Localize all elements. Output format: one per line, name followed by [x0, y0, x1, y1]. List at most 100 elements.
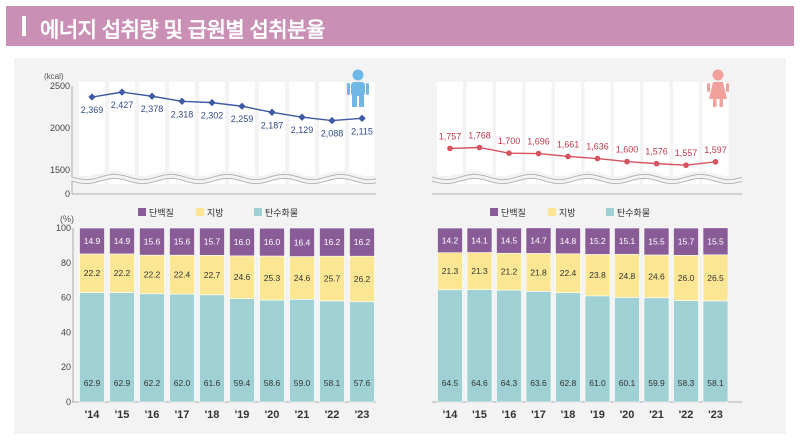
bar-value-label: 57.6 [354, 378, 371, 388]
icon-arm [347, 83, 350, 95]
stacked-bar-segment-carb [643, 297, 670, 403]
line-bg-column [259, 82, 285, 184]
stacked-bar-segment-carb [349, 301, 375, 403]
header: 에너지 섭취량 및 급원별 섭취분율 [6, 6, 794, 46]
line-y-unit-label: (kcal) [44, 72, 64, 81]
female-line-point [506, 150, 512, 156]
female-line-value-label: 1,576 [645, 147, 668, 157]
bar-value-label: 61.0 [589, 378, 606, 388]
header-accent-bar [22, 16, 26, 36]
bar-value-label: 15.6 [174, 237, 191, 247]
stacked-bar-segment-carb [109, 292, 135, 403]
bar-value-label: 15.5 [648, 236, 665, 246]
bar-value-label: 22.2 [144, 269, 161, 279]
bar-value-label: 15.1 [619, 236, 636, 246]
bar-value-label: 21.2 [501, 267, 518, 277]
bar-value-label: 62.8 [560, 378, 577, 388]
stacked-bar-segment-carb [319, 300, 345, 403]
line-bg-column [466, 82, 493, 184]
male-line-point [88, 93, 96, 101]
stacked-bar-segment-protein [79, 227, 105, 255]
bar-value-label: 14.8 [560, 236, 577, 246]
female-line-value-label: 1,700 [498, 136, 521, 146]
x-tick-label: '21 [649, 409, 664, 421]
line-bg-column [525, 82, 552, 184]
bar-y-tick-label: 100 [56, 223, 71, 233]
bar-value-label: 25.7 [324, 274, 341, 284]
bar-value-label: 16.0 [264, 237, 281, 247]
bar-y-tick-label: 80 [61, 258, 71, 268]
axis-break-wave [71, 173, 377, 181]
stacked-bar-segment-protein [584, 227, 611, 255]
female-line-point [565, 153, 571, 160]
x-tick-label: '17 [175, 409, 190, 421]
bar-value-label: 14.5 [501, 236, 518, 246]
line-y-tick-label: 1500 [50, 165, 70, 175]
x-tick-label: '19 [590, 409, 605, 421]
bar-value-label: 15.5 [707, 236, 724, 246]
x-tick-label: '16 [502, 409, 517, 421]
bar-value-label: 24.6 [294, 273, 311, 283]
stacked-bar-segment-protein [169, 227, 195, 256]
x-tick-label: '18 [561, 409, 576, 421]
bar-value-label: 59.0 [294, 378, 311, 388]
bar-value-label: 14.1 [471, 235, 488, 245]
stacked-bar-segment-fat [437, 252, 463, 291]
bar-y-unit-label: (%) [60, 214, 74, 224]
bar-value-label: 64.6 [471, 378, 488, 388]
bar-value-label: 58.1 [707, 378, 724, 388]
female-line-value-label: 1,597 [704, 145, 727, 155]
stacked-bar-segment-carb [139, 293, 165, 403]
stacked-bar-segment-carb [229, 298, 255, 403]
stacked-bar-segment-carb [437, 289, 463, 403]
bar-value-label: 14.9 [114, 236, 131, 246]
line-bg-column [496, 82, 522, 184]
line-bg-column [319, 82, 345, 184]
female-line-value-label: 1,768 [468, 130, 491, 140]
page-title: 에너지 섭취량 및 급원별 섭취분율 [40, 19, 325, 42]
axis-break-wave [71, 177, 377, 185]
line-y-tick-label: 2000 [50, 123, 70, 133]
female-line-point [594, 155, 601, 162]
line-bg-column [584, 82, 611, 184]
x-tick-label: '18 [205, 409, 220, 421]
stacked-bar-segment-fat [169, 254, 195, 295]
female-line-point [624, 158, 630, 165]
bar-value-label: 64.3 [501, 378, 518, 388]
bar-value-label: 26.5 [707, 273, 724, 283]
stacked-bar-segment-protein [673, 227, 699, 256]
female-line-value-label: 1,600 [616, 145, 639, 155]
legend-label-fat: 지방 [559, 208, 576, 218]
line-bg-column [614, 82, 640, 184]
female-line-value-label: 1,661 [557, 139, 580, 149]
female-line-value-label: 1,636 [586, 142, 609, 152]
male-person-icon [347, 69, 369, 107]
stacked-bar-segment-fat [109, 253, 135, 293]
bar-value-label: 15.2 [589, 236, 606, 246]
bar-value-label: 24.6 [234, 272, 251, 282]
line-y-tick-label: 2500 [50, 81, 70, 91]
bar-value-label: 58.3 [678, 378, 695, 388]
icon-leg [352, 95, 357, 107]
male-line-value-label: 2,369 [81, 105, 104, 115]
x-tick-label: '21 [295, 409, 310, 421]
stacked-bar-segment-protein [289, 227, 315, 257]
stacked-bar-segment-carb [584, 295, 611, 403]
icon-arm [366, 83, 369, 95]
stacked-bar-segment-fat [643, 254, 670, 299]
bar-value-label: 15.7 [204, 237, 221, 247]
x-tick-label: '23 [708, 409, 723, 421]
x-tick-label: '16 [145, 409, 160, 421]
male-line-point [298, 113, 306, 121]
bar-value-label: 15.6 [144, 237, 161, 247]
icon-torso [351, 82, 365, 96]
line-bg-column [169, 82, 195, 184]
stacked-bar-segment-protein [437, 227, 463, 254]
male-line-value-label: 2,427 [111, 100, 134, 110]
stacked-bar-segment-protein [259, 227, 285, 257]
stacked-bar-segment-carb [496, 289, 522, 403]
stacked-bar-segment-fat [259, 255, 285, 301]
stacked-bar-segment-carb [525, 291, 552, 403]
stacked-bar-segment-fat [614, 253, 640, 298]
line-bg-column [289, 82, 315, 184]
